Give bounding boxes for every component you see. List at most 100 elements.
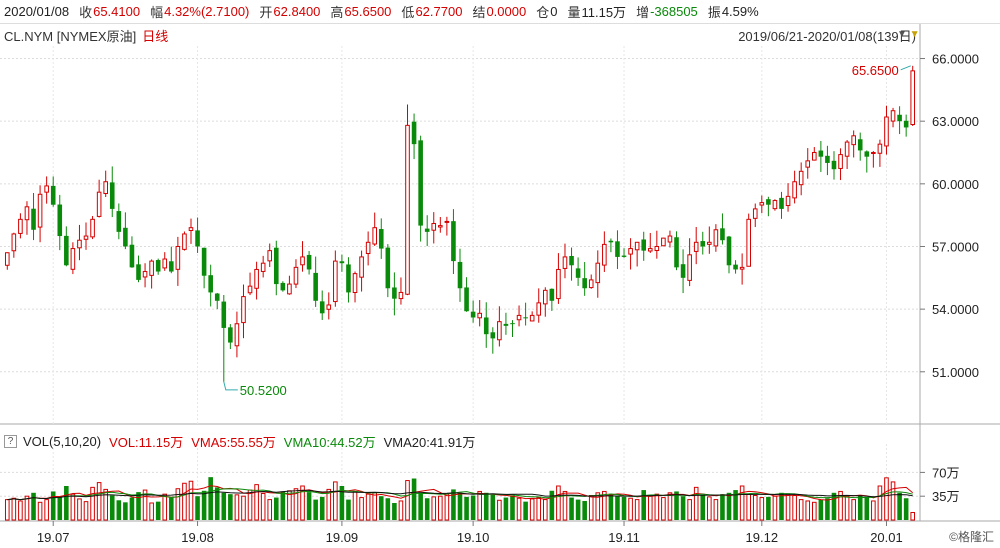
volume-bar [195, 496, 200, 520]
candle-body [470, 311, 476, 318]
candle-body [44, 185, 49, 193]
volume-bar [693, 486, 699, 521]
price-tick-label: 51.0000 [932, 365, 979, 380]
candle-body [195, 230, 200, 247]
volume-bar [890, 481, 896, 521]
candle-body [64, 235, 69, 266]
volume-bar [326, 488, 332, 521]
candle-body [844, 141, 850, 157]
candle-body [352, 273, 358, 294]
candle-body [451, 221, 456, 262]
candle-body [877, 143, 883, 154]
volume-bar [424, 498, 430, 520]
low-label: 低 [401, 5, 415, 20]
volume-bar [103, 488, 108, 521]
volume-bar [562, 490, 568, 521]
volume-bar [707, 496, 712, 521]
volume-bar [825, 498, 830, 520]
candle-body [628, 248, 633, 255]
swing-value: 4.59% [721, 4, 759, 19]
volume-bar [608, 494, 614, 520]
candle-body [792, 181, 797, 199]
candle-body [575, 268, 581, 278]
max-annotation-label: 65.6500 [852, 63, 899, 78]
volume-bar [536, 497, 542, 521]
candle-body [890, 110, 896, 122]
volume-bar [77, 498, 82, 521]
candle-body [385, 247, 391, 289]
volume-bar [470, 495, 476, 520]
volume-bar [267, 499, 273, 521]
volume-tick-label: 35万 [932, 489, 959, 504]
volume-bar [792, 495, 797, 521]
candle-body [503, 323, 509, 326]
candle-body [149, 260, 154, 276]
vol-params: VOL(5,10,20) [23, 434, 102, 449]
swing-label: 振 [707, 5, 721, 20]
candle-body [214, 293, 220, 301]
candle-body [109, 182, 115, 209]
volume-bar [903, 498, 909, 520]
volume-bar [510, 495, 515, 520]
volume-bar [739, 485, 745, 521]
period-label[interactable]: 日线 [142, 28, 169, 44]
settle-value: 0.0000 [486, 4, 527, 19]
volume-bar [188, 480, 194, 521]
candle-body [260, 262, 266, 272]
candle-body [162, 258, 168, 269]
volume-bar [457, 492, 463, 520]
vma5-line [7, 485, 914, 501]
volume-bar [503, 497, 509, 520]
volume-bar [333, 481, 338, 521]
candle-body [300, 256, 305, 266]
candle-body [739, 266, 745, 270]
volume-bar [746, 493, 751, 521]
candle-body [536, 302, 542, 316]
volume-bar [523, 501, 528, 520]
candle-body [306, 254, 312, 270]
volume-bar [766, 496, 771, 520]
candle-body [831, 160, 837, 170]
candle-body [871, 152, 876, 155]
candle-body [201, 247, 207, 276]
candle-body [77, 239, 82, 249]
volume-bar [319, 496, 325, 520]
price-tick-label: 57.0000 [932, 239, 979, 254]
candle-body [523, 317, 528, 319]
volume-bar [871, 500, 876, 521]
candle-body [333, 260, 338, 303]
candle-body [57, 204, 63, 237]
open-label: 开 [259, 5, 273, 20]
vol-current: VOL:11.15万 [109, 435, 184, 450]
volume-bar [851, 499, 856, 521]
candle-body [661, 237, 666, 247]
range-dropdown[interactable]: ▼ ▼ [897, 29, 920, 40]
candle-body [267, 250, 273, 262]
candle-body [424, 228, 430, 232]
volume-bar [346, 499, 351, 520]
volume-bar [549, 490, 555, 520]
triangle-down-icon[interactable]: ▼ [897, 29, 907, 40]
volume-bar [169, 497, 174, 520]
candle-body [411, 121, 417, 145]
candle-body [83, 235, 89, 240]
candle-body [398, 291, 404, 300]
volume-bar [779, 492, 784, 520]
volume-bar [661, 497, 666, 521]
min-annotation-line [223, 381, 238, 391]
volume-bar [365, 493, 371, 521]
time-tick-label: 19.07 [37, 530, 70, 545]
volume-bar [910, 512, 916, 521]
candle-body [490, 332, 496, 339]
candle-body [313, 272, 318, 301]
candle-body [884, 116, 889, 147]
volume-bar [877, 485, 883, 521]
candle-body [680, 264, 686, 278]
triangle-down-alt-icon[interactable]: ▼ [909, 29, 920, 40]
vma5-label: VMA5:55.55万 [191, 435, 276, 450]
candle-body [497, 321, 502, 341]
volume-bar [385, 498, 391, 520]
volume-bar [444, 493, 450, 521]
help-icon[interactable]: ? [4, 435, 17, 448]
